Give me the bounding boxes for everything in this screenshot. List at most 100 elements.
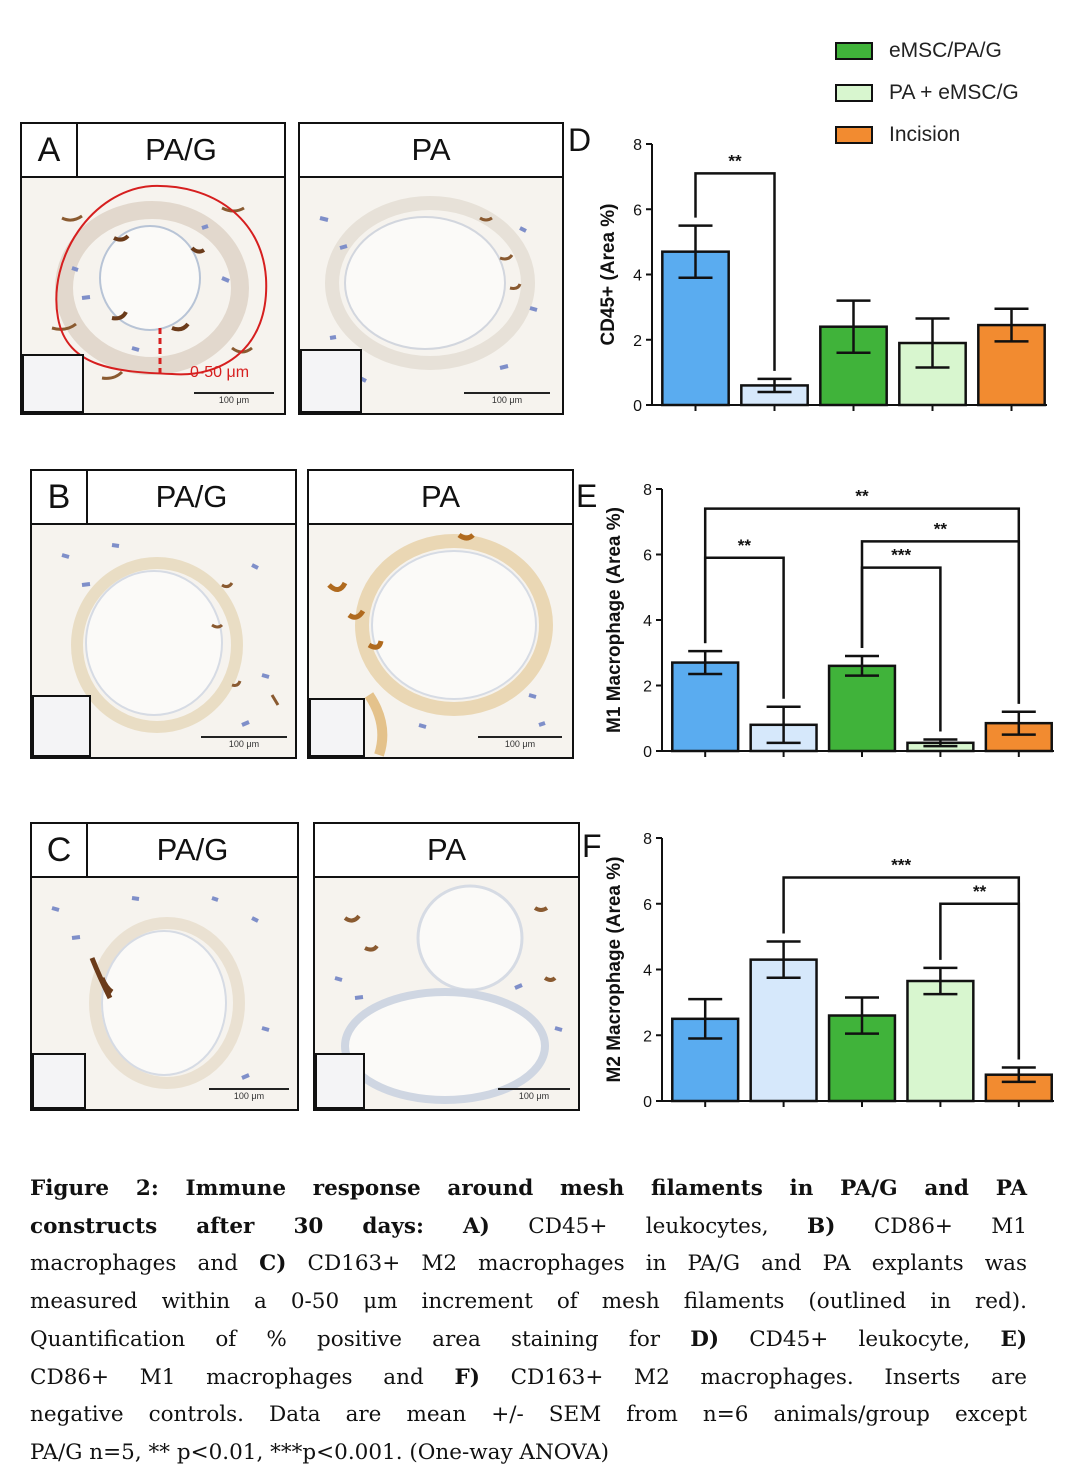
chart-letter-f: F [582, 828, 602, 864]
y-tick-label: 4 [643, 963, 652, 980]
legend-swatch-emsc-pa-g [835, 42, 873, 60]
panel-letter: A [22, 124, 78, 176]
panel-header: A PA/G [22, 124, 284, 178]
scale-bar: 100 μm [498, 1088, 570, 1101]
caption-segment: CD86+ M1 macrophages and [30, 1364, 455, 1390]
panel-header: C PA/G [32, 824, 297, 878]
panel-title: PA [426, 832, 467, 867]
outline-distance-label: 0-50 μm [190, 364, 250, 381]
caption-segment: macrophages and [30, 1251, 260, 1277]
caption-line: CD86+ M1 macrophages and F) CD163+ M2 ma… [30, 1359, 1027, 1397]
error-bar-3 [845, 654, 879, 677]
caption-segment: C) [259, 1251, 287, 1277]
panel-header: B PA/G [32, 471, 295, 525]
y-tick-label: 6 [643, 548, 652, 565]
caption-line: macrophages and C) CD163+ M2 macrophages… [30, 1245, 1027, 1283]
chart-letter-d: D [568, 122, 592, 158]
legend-swatch-incision [835, 126, 873, 144]
caption-segment: CD163+ M2 macrophages in PA/G and PA exp… [286, 1251, 1028, 1277]
y-tick-label: 8 [643, 831, 652, 848]
micrograph-image [315, 878, 578, 1109]
error-bar-4 [923, 966, 958, 996]
chart-letter-e: E [576, 478, 598, 514]
micrograph-panel-a-pag: A PA/G 0-50 μm 100 μm [20, 122, 286, 415]
significance-label: ** [934, 519, 948, 538]
caption-segment: D) [690, 1326, 720, 1352]
figure-caption: Figure 2: Immune response around mesh fi… [30, 1170, 1027, 1472]
significance-label: ** [738, 536, 752, 555]
negative-control-insert [32, 1053, 86, 1109]
caption-segment: F) [454, 1364, 480, 1390]
y-tick-label: 2 [633, 333, 642, 350]
significance-label: ** [855, 487, 869, 506]
caption-segment: Quantification of % positive area staini… [30, 1326, 691, 1352]
legend-item-emsc-pa-g: eMSC/PA/G [835, 30, 1019, 72]
error-bar-5 [994, 307, 1029, 343]
error-bar-4 [923, 738, 958, 748]
caption-line: measured within a 0-50 μm increment of m… [30, 1283, 1027, 1321]
error-bar-1 [678, 224, 713, 280]
error-bar-2 [766, 705, 801, 745]
caption-line: negative controls. Data are mean +/- SEM… [30, 1396, 1027, 1434]
negative-control-insert [309, 698, 365, 757]
error-bar-4 [915, 317, 950, 369]
significance-bracket [694, 172, 776, 371]
y-axis-label: M2 Macrophage (Area %) [604, 857, 625, 1083]
error-bar-5 [1001, 710, 1036, 736]
negative-control-insert [300, 349, 362, 413]
bar-3 [827, 664, 897, 753]
panel-header: PA [309, 471, 572, 525]
negative-control-insert [22, 354, 84, 413]
legend-label-pa-emsc-g: PA + eMSC/G [889, 81, 1019, 104]
significance-bracket [703, 507, 1021, 704]
y-tick-label: 4 [633, 268, 642, 285]
caption-segment: CD45+ leukocytes, [489, 1213, 808, 1239]
y-tick-label: 2 [643, 1028, 652, 1045]
legend-swatch-pa-emsc-g [835, 84, 873, 102]
scale-bar: 100 μm [478, 736, 562, 749]
caption-segment: constructs after 30 days: A) [30, 1213, 490, 1239]
negative-control-insert [32, 695, 91, 757]
bar-2 [749, 958, 818, 1103]
caption-line: constructs after 30 days: A) CD45+ leuko… [30, 1208, 1027, 1246]
panel-letter: B [32, 471, 88, 523]
significance-label: *** [891, 855, 911, 874]
micrograph-panel-c-pa: PA 100 μm [313, 822, 580, 1111]
error-bar-3 [836, 299, 871, 355]
error-bar-3 [845, 996, 879, 1035]
y-tick-label: 6 [643, 897, 652, 914]
panel-title: PA [411, 132, 451, 167]
error-bar-2 [757, 377, 792, 394]
panel-title: PA/G [156, 832, 229, 867]
scale-bar: 100 μm [194, 392, 274, 405]
micrograph-panel-c-pag: C PA/G 100 μm [30, 822, 299, 1111]
y-tick-label: 0 [633, 398, 642, 415]
y-axis-label: M1 Macrophage (Area %) [604, 507, 625, 733]
bar-4 [906, 979, 975, 1103]
panel-title: PA [420, 479, 461, 514]
significance-label: *** [891, 546, 911, 565]
panel-header: PA [315, 824, 578, 878]
caption-segment: measured within a 0-50 μm increment of m… [30, 1289, 1027, 1315]
chart-legend: eMSC/PA/G PA + eMSC/G Incision [835, 30, 1019, 156]
error-bar-1 [688, 997, 723, 1040]
scale-bar: 100 μm [209, 1088, 289, 1101]
caption-segment: B) [807, 1213, 836, 1239]
panel-title: PA/G [155, 479, 228, 514]
caption-segment: E) [1000, 1326, 1027, 1352]
legend-label-emsc-pa-g: eMSC/PA/G [889, 39, 1002, 62]
legend-item-incision: Incision [835, 114, 1019, 156]
scale-bar: 100 μm [464, 392, 550, 405]
scale-bar: 100 μm [201, 736, 287, 749]
y-tick-label: 8 [633, 137, 642, 154]
micrograph-panel-a-pa: PA 100 μm [298, 122, 564, 415]
panel-header: PA [300, 124, 562, 178]
caption-segment: CD45+ leukocyte, [719, 1326, 1001, 1352]
micrograph-panel-b-pag: B PA/G 100 μm [30, 469, 297, 759]
panel-letter: C [32, 824, 88, 876]
negative-control-insert [315, 1053, 365, 1109]
error-bar-5 [1001, 1066, 1036, 1084]
bar-chart-d: 0 2 4 6 8 CD45+ (Area %) ** [598, 137, 1047, 415]
